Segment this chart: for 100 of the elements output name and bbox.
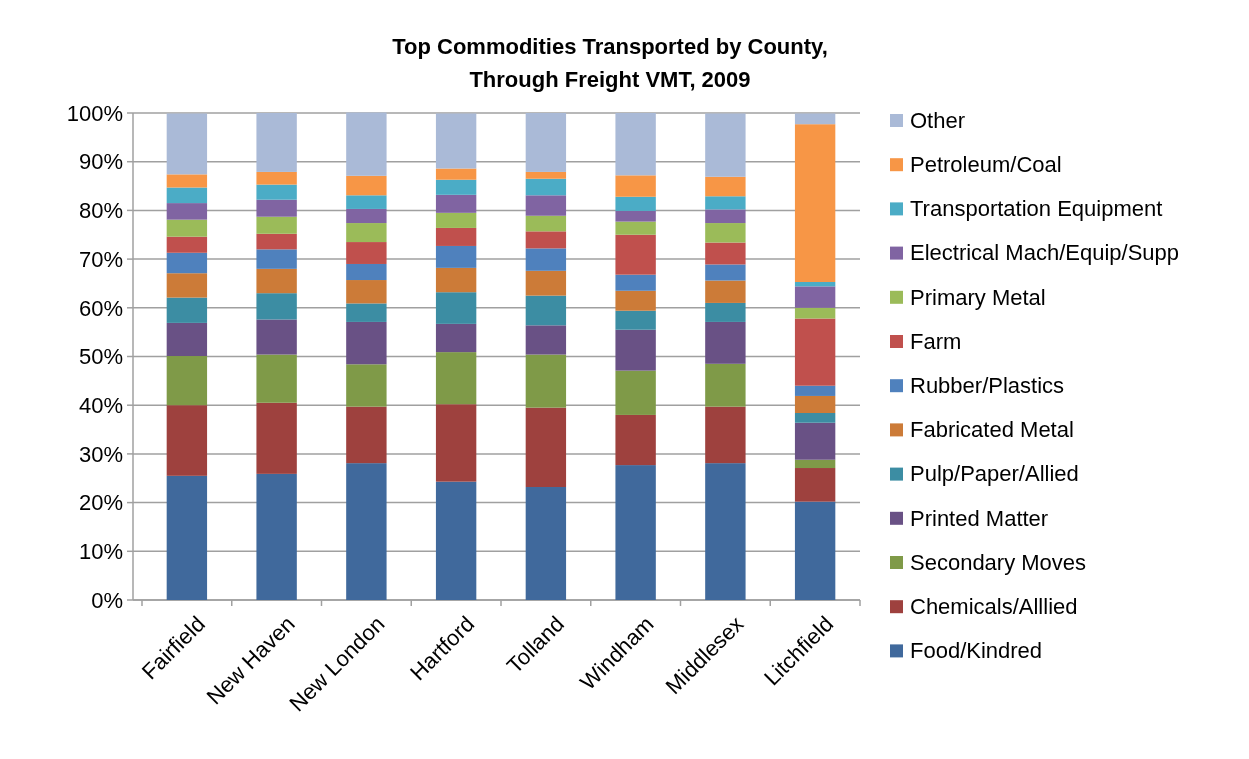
bar <box>166 113 208 175</box>
bar <box>705 302 746 322</box>
bar <box>435 113 477 169</box>
y-tick-label: 50% <box>78 344 123 370</box>
bar <box>525 325 567 355</box>
bar <box>615 234 656 275</box>
bar <box>794 459 836 469</box>
bar <box>525 231 567 249</box>
legend-label: Rubber/Plastics <box>910 372 1065 398</box>
bar <box>256 113 297 172</box>
y-tick-label: 90% <box>78 149 123 175</box>
bar <box>525 295 567 326</box>
bar <box>435 481 477 600</box>
bar <box>705 209 746 224</box>
bar <box>256 473 297 600</box>
bar <box>615 113 656 176</box>
legend-label: Food/Kindred <box>910 638 1043 664</box>
bar <box>615 210 656 222</box>
bar <box>346 280 387 304</box>
bar <box>166 356 208 406</box>
bar <box>346 112 387 176</box>
legend-label: Printed Matter <box>910 505 1049 531</box>
bar <box>435 323 477 353</box>
bar <box>525 178 567 196</box>
y-tick-label: 40% <box>78 392 123 418</box>
bar <box>794 281 836 287</box>
bar <box>435 245 477 268</box>
bar <box>166 405 208 476</box>
y-tick-label: 70% <box>78 246 123 272</box>
bar <box>525 195 567 216</box>
bar <box>256 293 297 320</box>
bar <box>346 223 387 243</box>
bar <box>705 196 746 210</box>
legend-label: Fabricated Metal <box>910 417 1074 443</box>
y-tick-label: 100% <box>66 100 123 126</box>
bar <box>435 194 477 213</box>
bar <box>794 412 836 423</box>
bar <box>794 395 836 413</box>
bar <box>794 385 836 396</box>
bar <box>705 242 746 265</box>
bar <box>166 273 208 298</box>
y-tick-label: 10% <box>78 539 123 564</box>
bar <box>525 354 567 408</box>
bar <box>615 290 656 311</box>
bar <box>794 124 836 282</box>
bar <box>346 321 387 365</box>
bar <box>346 195 387 209</box>
bar <box>525 270 567 296</box>
bar <box>256 216 297 234</box>
bar <box>166 174 208 188</box>
legend-label: Other <box>910 107 966 133</box>
y-tick-label: 80% <box>78 198 123 224</box>
bar <box>166 252 208 274</box>
bar <box>435 352 477 405</box>
bar <box>525 407 567 488</box>
bar <box>615 274 656 291</box>
y-tick-label: 20% <box>78 490 123 516</box>
bar <box>346 406 387 464</box>
bar <box>166 475 208 600</box>
bar <box>256 249 297 269</box>
bar <box>435 227 477 246</box>
y-tick-label: 0% <box>91 587 123 613</box>
legend-label: Transportation Equipment <box>910 196 1163 222</box>
bar <box>794 468 836 502</box>
bar <box>705 463 746 600</box>
bar <box>705 363 746 407</box>
bar <box>525 248 567 271</box>
bar <box>435 212 477 228</box>
bar <box>525 171 567 179</box>
bar <box>525 487 567 600</box>
bar <box>705 321 746 364</box>
bar <box>794 501 836 600</box>
legend-label: Primary Metal <box>910 284 1046 310</box>
bar <box>166 236 208 253</box>
bar <box>346 263 387 281</box>
bar <box>615 196 656 211</box>
bar <box>166 187 208 204</box>
legend-label: Farm <box>910 328 962 354</box>
bar <box>435 168 477 180</box>
bar <box>346 463 387 600</box>
bar <box>166 322 208 357</box>
bar <box>705 223 746 243</box>
bar <box>705 264 746 281</box>
bar <box>525 113 567 172</box>
bar <box>435 292 477 324</box>
bar <box>615 310 656 330</box>
legend-label: Chemicals/Alllied <box>910 593 1078 619</box>
bar <box>794 422 836 460</box>
bar <box>346 242 387 264</box>
bar <box>615 221 656 235</box>
bar <box>615 175 656 197</box>
bar <box>256 233 297 250</box>
legend-label: Electrical Mach/Equip/Supp <box>910 240 1180 266</box>
bar <box>794 318 836 386</box>
bar <box>705 113 746 177</box>
legend-label: Pulp/Paper/Allied <box>910 461 1079 487</box>
bar <box>705 280 746 303</box>
bar <box>256 268 297 294</box>
y-tick-label: 60% <box>78 295 123 321</box>
bar <box>346 208 387 224</box>
